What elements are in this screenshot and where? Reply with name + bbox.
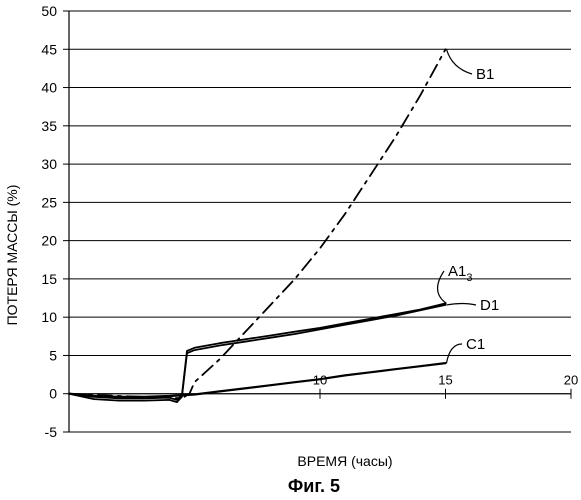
y-tick-label: 35 xyxy=(41,118,57,134)
y-tick-label: 10 xyxy=(41,309,57,325)
y-tick-label: 30 xyxy=(41,156,57,172)
leader-line-a1 xyxy=(438,271,447,303)
y-tick-label: 15 xyxy=(41,271,57,287)
x-axis-label: ВРЕМЯ (часы) xyxy=(297,453,392,469)
leader-line-d1 xyxy=(447,303,477,305)
grid-lines xyxy=(69,11,571,432)
series-labels: B1 A13 D1 C1 xyxy=(438,49,500,363)
y-tick-label: -5 xyxy=(45,424,58,440)
leader-line-c1 xyxy=(447,344,463,363)
x-tick-label: 15 xyxy=(438,373,452,388)
y-tick-label: 25 xyxy=(41,194,57,210)
y-tick-label: 40 xyxy=(41,80,57,96)
series-label-c1: C1 xyxy=(466,336,485,353)
y-tick-label: 5 xyxy=(49,347,57,363)
x-tick-label: 20 xyxy=(564,373,578,388)
y-tick-label: 20 xyxy=(41,233,57,249)
y-tick-label: 50 xyxy=(41,3,57,19)
y-axis-label: ПОТЕРЯ МАССЫ (%) xyxy=(4,185,20,326)
data-series xyxy=(69,49,446,402)
leader-line-b1 xyxy=(447,49,473,74)
series-label-a1: A13 xyxy=(448,263,472,284)
y-tick-label: 0 xyxy=(49,386,57,402)
axes xyxy=(63,11,571,432)
y-tick-labels: -5 0 5 10 15 20 25 30 35 40 45 50 xyxy=(41,3,57,440)
figure-caption: Фиг. 5 xyxy=(288,476,340,496)
y-tick-label: 45 xyxy=(41,41,57,57)
series-line-b1 xyxy=(69,49,446,398)
series-line-c1 xyxy=(69,363,446,397)
series-label-b1: B1 xyxy=(476,66,494,83)
series-label-d1: D1 xyxy=(480,297,499,314)
